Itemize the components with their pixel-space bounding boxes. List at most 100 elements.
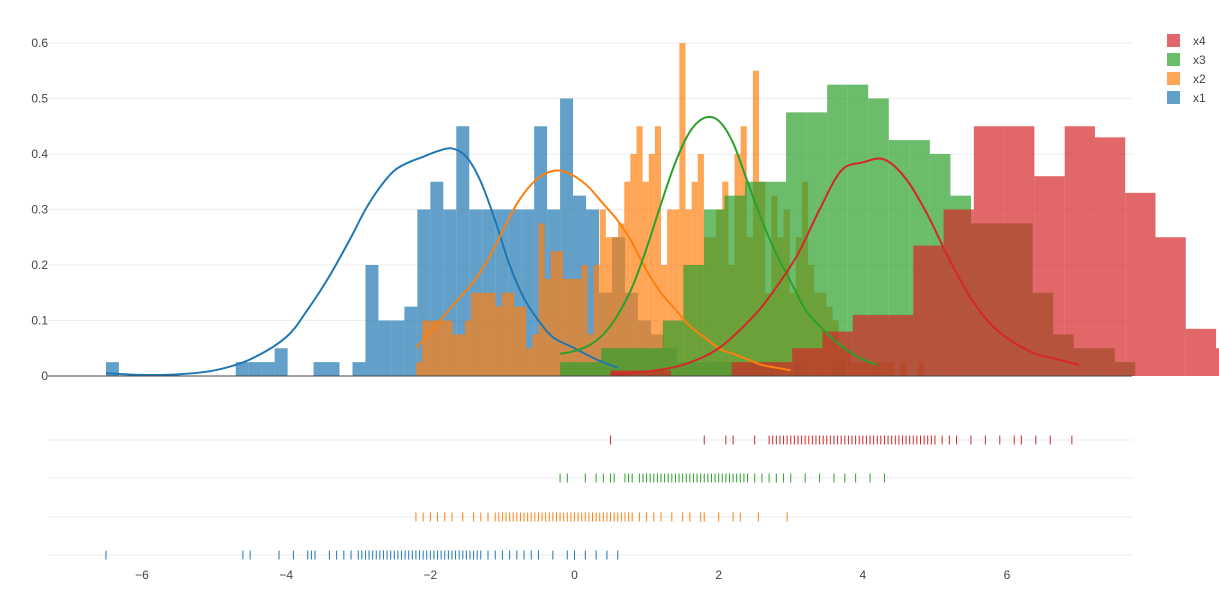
histogram-bar	[326, 362, 340, 376]
histogram-bar	[611, 237, 619, 376]
histogram-bar	[477, 292, 484, 376]
histogram-bar	[786, 112, 807, 376]
histogram-bar	[365, 265, 379, 376]
histogram-bar	[822, 331, 853, 376]
histogram-bar	[422, 320, 429, 376]
legend-swatch	[1167, 91, 1180, 104]
histogram-bars	[105, 43, 1219, 376]
x-axis-tick-labels: −6 −4 −2 0 2 4 6	[135, 568, 1011, 582]
histogram-bar	[391, 320, 405, 376]
histogram-bar	[654, 126, 661, 376]
histogram-bar	[352, 362, 366, 376]
histogram-bar	[827, 84, 848, 376]
histogram-bar	[662, 320, 684, 376]
histogram-bar	[943, 209, 974, 376]
histogram-bar	[724, 195, 745, 376]
legend-label: x1	[1193, 91, 1206, 105]
legend-label: x2	[1193, 72, 1206, 86]
kde-curve-x1	[105, 147, 619, 376]
histogram-bar	[1185, 328, 1217, 376]
histogram-bar	[580, 362, 602, 376]
histogram-bar	[913, 245, 944, 376]
histogram-bar	[483, 292, 490, 376]
grid-lines	[48, 42, 1132, 556]
y-tick-label: 0.6	[31, 36, 48, 50]
histogram-bar	[601, 348, 622, 376]
histogram-bar	[1004, 126, 1035, 376]
histogram-bar	[599, 209, 606, 376]
histogram-bar	[562, 278, 570, 376]
x-tick-label: 2	[715, 568, 722, 582]
histogram-bar	[642, 181, 649, 376]
histogram-bar	[883, 314, 914, 376]
x-tick-label: 6	[1004, 568, 1011, 582]
histogram-bar	[513, 306, 521, 376]
kde-curve-x2	[415, 169, 791, 372]
y-tick-label: 0.1	[31, 314, 48, 328]
histogram-bar	[630, 154, 637, 376]
rug-x1	[105, 550, 619, 560]
histogram-bar	[636, 126, 643, 376]
histogram-bar	[520, 306, 527, 376]
histogram-bar	[973, 126, 1005, 376]
histogram-bar	[507, 292, 514, 376]
histogram-bar	[495, 306, 502, 376]
histogram-bar	[532, 334, 539, 376]
x-tick-label: −4	[279, 568, 293, 582]
histogram-bar	[593, 265, 600, 376]
histogram-bar	[544, 278, 551, 376]
histogram-bar	[703, 209, 725, 376]
histogram-bar	[731, 362, 762, 376]
histogram-bar	[471, 292, 478, 376]
y-tick-label: 0	[41, 369, 48, 383]
histogram-bar	[852, 314, 884, 376]
legend-item-x4[interactable]: x4	[1167, 34, 1206, 48]
histogram-bar	[667, 209, 674, 376]
histogram-bar	[624, 181, 631, 376]
histogram-bar	[501, 292, 508, 376]
x-tick-label: −2	[423, 568, 437, 582]
rug-plot	[105, 435, 1073, 560]
histogram-bar	[489, 292, 496, 376]
histogram-bar	[313, 362, 327, 376]
histogram-bar	[248, 362, 262, 376]
rug-x3	[559, 473, 885, 483]
histogram-x4	[610, 126, 1219, 376]
histogram-bar	[434, 320, 441, 376]
y-tick-label: 0.5	[31, 92, 48, 106]
legend-item-x3[interactable]: x3	[1167, 53, 1206, 67]
legend-item-x2[interactable]: x2	[1167, 72, 1206, 86]
histogram-bar	[765, 181, 787, 376]
histogram-bar	[560, 362, 581, 376]
legend[interactable]: x4 x3 x2 x1	[1167, 34, 1206, 105]
x-tick-label: 4	[859, 568, 866, 582]
legend-label: x3	[1193, 53, 1206, 67]
x-tick-label: 0	[571, 568, 578, 582]
histogram-bar	[679, 43, 686, 376]
x-tick-label: −6	[135, 568, 149, 582]
y-tick-label: 0.2	[31, 258, 48, 272]
histogram-bar	[642, 348, 663, 376]
histogram-bar	[1125, 192, 1156, 376]
histogram-bar	[673, 209, 680, 376]
y-tick-label: 0.4	[31, 147, 48, 161]
histogram-bar	[581, 265, 588, 376]
histogram-bar	[648, 154, 655, 376]
kde-curve-x4	[610, 157, 1080, 376]
histogram-bar	[792, 348, 823, 376]
histogram-bar	[1034, 176, 1065, 376]
histogram-bar	[428, 320, 435, 376]
legend-swatch	[1167, 72, 1180, 85]
histogram-bar	[274, 348, 288, 376]
histogram-bar	[404, 306, 418, 376]
histogram-bar	[415, 362, 423, 376]
legend-item-x1[interactable]: x1	[1167, 91, 1206, 105]
kde-curves	[105, 115, 1080, 376]
histogram-bar	[847, 84, 869, 376]
histogram-bar	[456, 126, 470, 376]
histogram-bar	[1216, 348, 1219, 376]
y-tick-label: 0.3	[31, 203, 48, 217]
histogram-bar	[556, 251, 563, 376]
histogram-bar	[440, 320, 447, 376]
